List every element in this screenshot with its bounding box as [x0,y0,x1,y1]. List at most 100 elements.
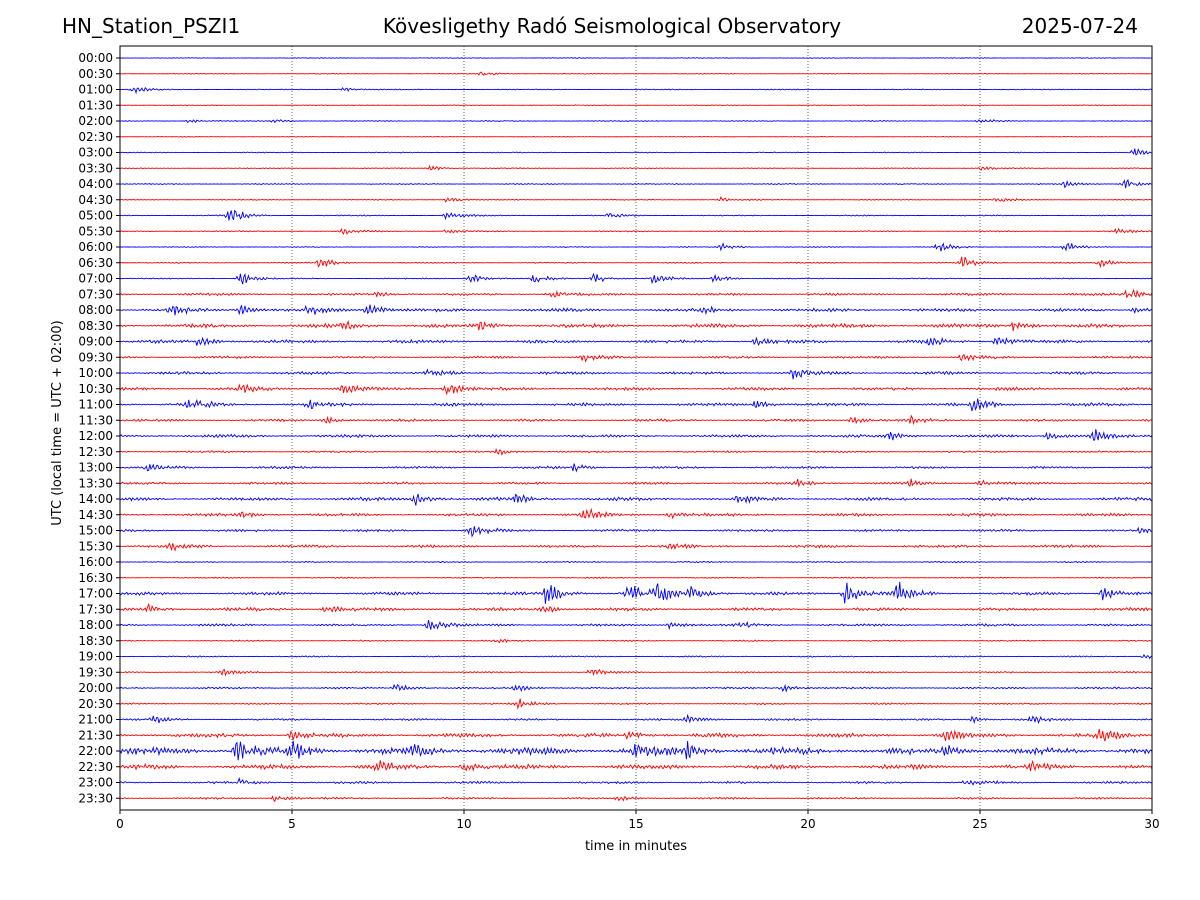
y-tick-label: 00:00 [78,51,113,65]
trace-line [119,777,1153,786]
station-name: HN_Station_PSZI1 [62,14,241,38]
trace-line [119,57,1153,59]
y-tick-label: 09:30 [78,350,113,364]
trace-line [119,507,1153,520]
trace-line [119,272,1153,285]
y-tick-label: 05:30 [78,224,113,238]
trace-line [119,368,1153,380]
trace-line [119,178,1153,189]
y-tick-label: 13:30 [78,476,113,490]
x-tick-label: 25 [972,817,987,831]
y-tick-label: 14:00 [78,492,113,506]
trace-line [119,242,1153,252]
x-tick-label: 20 [800,817,815,831]
y-tick-label: 19:00 [78,650,113,664]
trace-line [119,429,1153,441]
observatory-title: Kövesligethy Radó Seismological Observat… [382,14,842,38]
y-tick-label: 02:00 [78,114,113,128]
y-tick-label: 16:30 [78,571,113,585]
y-tick-label: 18:30 [78,634,113,648]
y-tick-label: 09:00 [78,335,113,349]
trace-line [119,759,1153,773]
trace-line [119,713,1153,725]
trace-line [119,104,1153,107]
y-tick-label: 07:00 [78,272,113,286]
y-tick-label: 06:30 [78,256,113,270]
trace-line [119,148,1153,156]
x-tick-label: 30 [1144,817,1159,831]
trace-line [119,86,1153,95]
y-tick-label: 14:30 [78,508,113,522]
y-tick-label: 02:30 [78,130,113,144]
y-tick-label: 22:00 [78,744,113,758]
y-tick-label: 15:00 [78,524,113,538]
y-tick-label: 08:00 [78,303,113,317]
y-tick-label: 20:30 [78,697,113,711]
y-tick-label: 15:30 [78,539,113,553]
trace-line [119,227,1153,236]
y-tick-label: 07:30 [78,287,113,301]
y-tick-label: 03:00 [78,146,113,160]
x-axis-ticks: 0 5 10 15 20 25 30 [116,810,1160,831]
trace-line [119,288,1153,299]
trace-line [119,560,1153,564]
y-tick-label: 10:00 [78,366,113,380]
y-tick-label: 04:00 [78,177,113,191]
vertical-grid [291,46,981,810]
trace-line [119,135,1153,138]
x-tick-label: 0 [116,817,124,831]
y-tick-label: 22:30 [78,760,113,774]
trace-line [119,414,1153,426]
x-tick-label: 15 [628,817,643,831]
trace-line [119,71,1153,76]
trace-line [119,319,1153,331]
trace-line [119,209,1153,221]
y-tick-label: 12:00 [78,429,113,443]
trace-line [119,638,1153,644]
y-tick-label: 04:30 [78,193,113,207]
y-tick-label: 13:00 [78,461,113,475]
trace-line [119,740,1153,761]
date-label: 2025-07-24 [1021,14,1138,38]
y-tick-label: 23:30 [78,791,113,805]
trace-line [119,542,1153,552]
y-tick-label: 08:30 [78,319,113,333]
y-tick-label: 12:30 [78,445,113,459]
trace-line [119,383,1153,396]
trace-line [119,728,1153,742]
y-tick-label: 01:00 [78,83,113,97]
trace-line [119,447,1153,456]
y-tick-label: 00:30 [78,67,113,81]
x-axis-label: time in minutes [585,839,687,854]
y-tick-label: 21:30 [78,728,113,742]
x-tick-label: 5 [288,817,296,831]
y-tick-label: 05:00 [78,209,113,223]
y-tick-label: 17:00 [78,587,113,601]
trace-line [119,463,1153,473]
trace-line [119,353,1153,363]
trace-line [119,478,1153,488]
trace-line [119,602,1153,613]
y-tick-label: 01:30 [78,98,113,112]
trace-line [119,398,1153,412]
trace-line [119,526,1153,538]
y-tick-label: 11:30 [78,413,113,427]
y-tick-label: 19:30 [78,665,113,679]
y-tick-label: 11:00 [78,398,113,412]
trace-line [119,196,1153,203]
trace-line [119,336,1153,347]
y-axis-label: UTC (local time = UTC + 02:00) [50,320,65,525]
trace-line [119,119,1153,124]
trace-line [119,795,1153,803]
y-tick-label: 20:00 [78,681,113,695]
trace-line [119,493,1153,506]
y-tick-label: 16:00 [78,555,113,569]
trace-line [119,576,1153,579]
y-tick-label: 23:00 [78,776,113,790]
x-tick-label: 10 [456,817,471,831]
trace-line [119,256,1153,269]
trace-line [119,668,1153,677]
trace-line [119,698,1153,710]
